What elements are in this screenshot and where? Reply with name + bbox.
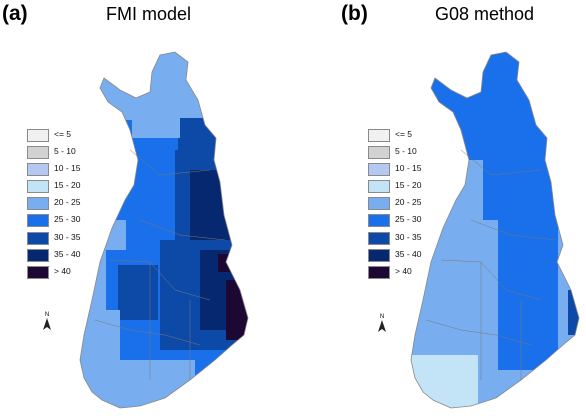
choropleth-cells xyxy=(411,52,579,408)
legend-swatch xyxy=(27,129,49,142)
legend-label: 15 - 20 xyxy=(54,180,81,191)
legend-swatch xyxy=(368,265,390,279)
legend-label: 20 - 25 xyxy=(395,197,422,208)
legend-swatch xyxy=(27,163,49,177)
legend-swatch xyxy=(27,248,49,262)
legend-label: 25 - 30 xyxy=(395,214,422,225)
legend-swatch xyxy=(27,214,49,228)
north-label: N xyxy=(379,314,385,320)
legend-label: 10 - 15 xyxy=(54,163,81,174)
legend-swatch xyxy=(368,231,390,245)
region-borders xyxy=(425,149,557,380)
legend-swatch xyxy=(368,163,390,177)
finland-map-g08 xyxy=(410,51,580,409)
north-arrow: N xyxy=(376,314,388,332)
legend-label: > 40 xyxy=(54,265,71,276)
panel-letter: (b) xyxy=(341,2,368,25)
panel-title: G08 method xyxy=(435,4,535,24)
legend-swatch xyxy=(368,214,390,228)
north-arrow: N xyxy=(41,312,53,330)
legend-swatch xyxy=(368,248,390,262)
legend-swatch xyxy=(368,129,390,142)
legend-label: 30 - 35 xyxy=(54,231,81,242)
north-arrow-icon xyxy=(43,318,51,330)
north-arrow-icon xyxy=(378,320,386,332)
legend-label: 35 - 40 xyxy=(395,248,422,259)
country-outline xyxy=(410,51,580,409)
panel-title: FMI model xyxy=(106,4,192,24)
legend-label: 10 - 15 xyxy=(395,163,422,174)
legend-label: 20 - 25 xyxy=(54,197,81,208)
country-outline xyxy=(79,51,249,409)
region-borders xyxy=(94,149,226,380)
legend-label: 15 - 20 xyxy=(395,180,422,191)
legend-swatch xyxy=(27,265,49,279)
finland-map-fmi xyxy=(79,51,249,409)
legend-label: > 40 xyxy=(395,265,412,276)
legend-label: <= 5 xyxy=(54,129,72,139)
legend-swatch xyxy=(368,146,390,160)
panel-g08-method: (b) G08 method <= 5 5 - 10 10 - 1 xyxy=(293,0,586,418)
legend-label: 5 - 10 xyxy=(395,146,417,157)
north-label: N xyxy=(44,312,50,318)
legend-label: 5 - 10 xyxy=(54,146,76,157)
legend-swatch xyxy=(27,180,49,194)
legend-label: 35 - 40 xyxy=(54,248,81,259)
legend-label: 25 - 30 xyxy=(54,214,81,225)
panel-fmi-model: (a) FMI model xyxy=(2,2,249,409)
panel-letter: (a) xyxy=(2,2,28,25)
legend-swatch xyxy=(27,146,49,160)
legend-swatch xyxy=(368,180,390,194)
legend-swatch xyxy=(368,197,390,211)
legend-swatch xyxy=(27,197,49,211)
legend-label: 30 - 35 xyxy=(395,231,422,242)
legend-label: <= 5 xyxy=(395,129,413,139)
legend-swatch xyxy=(27,231,49,245)
